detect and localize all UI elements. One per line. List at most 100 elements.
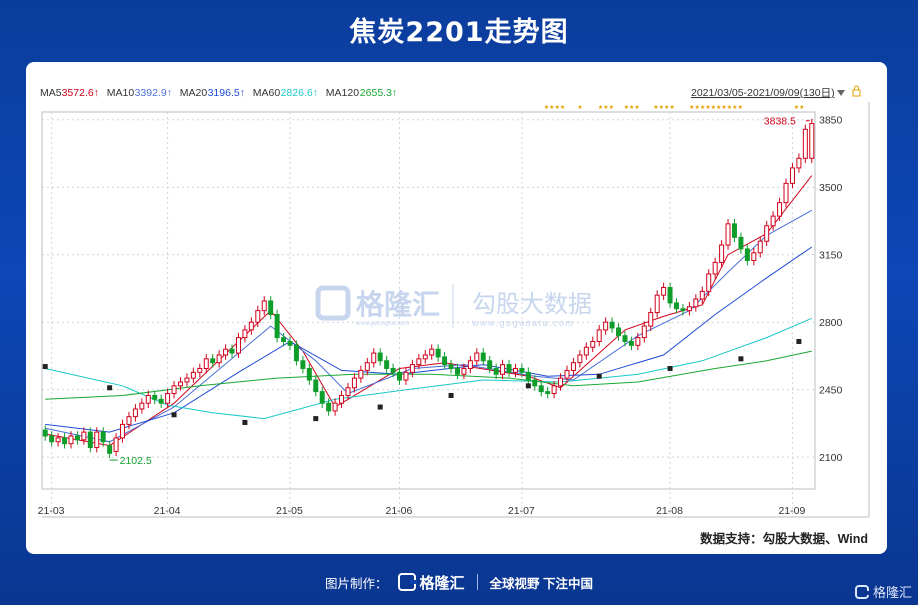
ma60-marker (377, 404, 383, 410)
candle (255, 310, 261, 323)
ma60-marker (738, 356, 744, 362)
ma60-marker (107, 385, 113, 391)
candle (132, 408, 138, 418)
ma-legend-value: 3572.6↑ (62, 87, 99, 99)
ma-legend-label: MA60 (253, 87, 281, 99)
candle (667, 286, 673, 304)
candle (506, 364, 512, 373)
candle (686, 306, 692, 312)
candle (809, 123, 815, 159)
candle (693, 298, 699, 308)
ma-legend-label: MA20 (180, 87, 208, 99)
candle (519, 367, 525, 373)
brand-logo-icon (397, 573, 417, 591)
date-range-label: 2021/03/05-2021/09/09(130日) (691, 87, 835, 99)
candle (390, 367, 396, 373)
signal-stars: ★★★ (624, 104, 640, 111)
candle (764, 225, 770, 242)
x-tick-label: 21-08 (656, 505, 683, 517)
candle (802, 128, 808, 159)
candle (384, 360, 390, 369)
x-tick-label: 21-04 (154, 505, 181, 517)
candle (609, 321, 615, 329)
candle (712, 261, 718, 275)
ma-legend-label: MA120 (326, 87, 359, 99)
candle (628, 340, 634, 346)
candle (229, 348, 235, 354)
candle (596, 329, 602, 342)
candle (731, 223, 737, 238)
corner-logo-icon (854, 584, 870, 599)
candle (416, 358, 422, 366)
candle (777, 202, 783, 217)
footer: 图片制作： 格隆汇 全球视野 下注中国 (0, 571, 918, 593)
candle (699, 290, 705, 300)
candle (364, 362, 370, 371)
candle (107, 445, 113, 454)
candle (744, 248, 750, 261)
candle (62, 437, 68, 445)
x-tick-label: 21-03 (38, 505, 65, 517)
candle (564, 369, 570, 379)
ma60-marker (667, 365, 673, 371)
candle (190, 371, 196, 379)
ma-line-ma20 (45, 246, 813, 433)
ma-line-ma5 (45, 175, 813, 447)
candle (81, 431, 87, 441)
candle (351, 377, 357, 389)
candle (113, 437, 119, 452)
candle (94, 431, 100, 449)
candle (751, 252, 757, 261)
ma60-marker (42, 364, 48, 370)
candle (680, 308, 686, 312)
candle (145, 394, 151, 404)
candle (306, 367, 312, 381)
candle (474, 352, 480, 362)
candle (319, 391, 325, 404)
low-annotation-label: 2102.5 (120, 455, 152, 467)
candle (248, 321, 254, 331)
chart-card: 2100 2450 2800 3150 3500 3850 21-03 21-04 21-05 2… (26, 62, 887, 554)
candle (358, 369, 364, 379)
candle (480, 352, 486, 362)
candle (139, 402, 145, 410)
candle (274, 313, 280, 339)
candle (377, 352, 383, 362)
candle (422, 354, 428, 360)
candle (654, 294, 660, 314)
candle (558, 377, 564, 387)
candle (197, 367, 203, 373)
ma60-marker (448, 392, 454, 398)
candle (493, 367, 499, 375)
candle (583, 346, 589, 356)
data-source-note: 数据支持：勾股大数据、Wind (700, 532, 868, 546)
candle (216, 354, 222, 364)
candle (661, 286, 667, 296)
candle (158, 398, 164, 404)
signal-stars: ★★★★ (544, 104, 566, 111)
ma60-marker (313, 416, 319, 422)
ma60-marker (525, 383, 531, 389)
candle (525, 371, 531, 381)
watermark-brand-sub: www.gelonghui.com (355, 321, 409, 327)
candle (235, 337, 241, 354)
ma-legend-value: 3196.5↑ (208, 87, 245, 99)
lock-icon (852, 89, 861, 97)
candle (512, 367, 518, 373)
page-title: 焦炭2201走势图 (349, 17, 569, 48)
y-tick-label: 2800 (819, 317, 843, 329)
candle (326, 402, 332, 412)
dropdown-triangle-icon (837, 90, 845, 96)
candle (461, 367, 467, 375)
candle (281, 337, 287, 342)
candle (538, 385, 544, 393)
candle (725, 223, 731, 246)
watermark-partner-sub: www.gogudata.com (471, 318, 575, 328)
watermark-brand: 格隆汇 (356, 288, 440, 321)
ma60-marker (596, 373, 602, 379)
candle (184, 377, 190, 383)
corner-brand: 格隆汇 (872, 585, 912, 600)
y-tick-label: 3850 (819, 115, 843, 127)
footer-slogan: 全球视野 下注中国 (489, 576, 593, 591)
candle (210, 358, 216, 364)
